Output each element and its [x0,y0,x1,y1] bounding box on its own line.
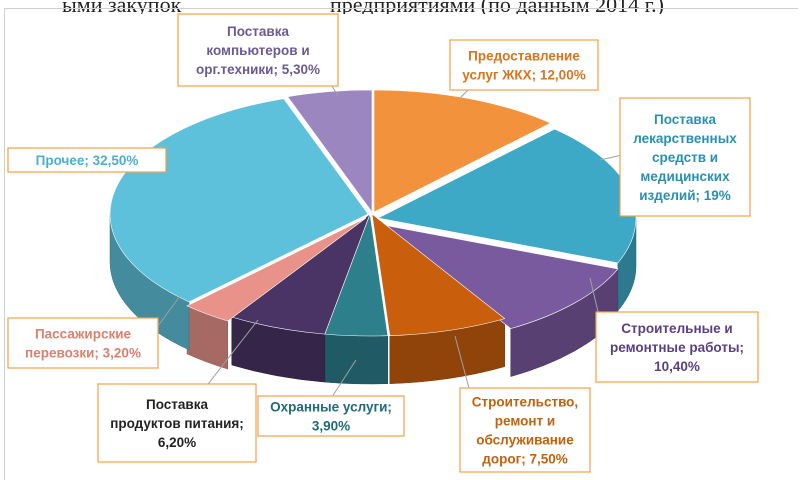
data-label-box-9 [177,13,339,87]
data-label-box-5 [257,395,405,437]
data-label-box-8 [7,147,167,173]
data-label-box-1 [449,39,599,91]
pie-sides [109,213,637,385]
data-label-9-line-2: компьютеров и [206,43,309,58]
leader-line-9 [331,85,339,97]
data-label-9-line-1: Поставка [227,24,289,39]
leader-line-6 [204,319,259,389]
data-label-6-line-3: 6,20% [158,435,196,450]
chart-frame [4,8,798,480]
data-label-3-line-2: ремонтные работы; [610,340,744,355]
data-label-5-line-1: Охранные услуги; [270,400,392,415]
slice-8 [109,98,369,303]
data-label-9-line-3: орг.техники; 5,30% [196,62,320,77]
caption-fragment: ыми закупок предприятиями (по данным 201… [0,0,803,17]
data-label-2-line-1: Поставка [654,112,716,127]
data-label-6-line-1: Поставка [146,397,208,412]
caption-right-text: предприятиями (по данным 2014 г.) [330,0,664,17]
data-label-1-line-2: услуг ЖКХ; 12,00% [462,68,585,83]
data-label-2-line-4: медицинских [640,169,730,184]
data-label-3-line-1: Строительные и [621,321,732,336]
slice-side-5 [324,333,389,385]
slice-9 [287,89,373,213]
data-label-2-line-5: изделий; 19% [639,188,731,203]
caption-left-text: ыми закупок [62,0,182,17]
data-label-4-line-2: ремонт и [495,414,555,429]
leader-line-5 [329,359,357,401]
data-label-5-line-2: 3,90% [312,419,350,434]
slice-7 [186,217,367,322]
data-label-7-line-1: Пассажирские [35,327,132,342]
slice-3 [377,223,619,329]
data-label-box-7 [7,317,159,369]
data-labels: Предоставление услуг ЖКХ; 12,00% Поставка л… [7,13,759,473]
data-label-6-line-2: продуктов питания; [110,416,244,431]
leader-line-2 [599,154,623,161]
data-label-box-2 [619,97,751,217]
data-label-4-line-1: Строительство, [472,395,578,410]
pie-tops [109,89,637,337]
leader-line-4 [454,335,471,393]
leader-lines [154,85,623,401]
data-label-3-line-3: 10,40% [654,359,700,374]
slice-4 [371,213,506,337]
data-label-2-line-3: средств и [652,150,718,165]
data-label-1-line-1: Предоставление [468,49,580,64]
leader-line-7 [154,295,181,331]
data-label-2-line-2: лекарственных [633,131,737,146]
data-label-8-line-1: Прочее; 32,50% [36,153,139,168]
data-label-4-line-4: дорог; 7,50% [482,452,567,467]
data-label-7-line-2: перевозки; 3,20% [25,346,141,361]
data-label-4-line-3: обслуживание [476,433,574,448]
slice-1 [373,89,552,213]
data-label-box-3 [595,311,759,383]
data-label-box-6 [97,383,257,463]
data-label-box-4 [459,387,591,473]
